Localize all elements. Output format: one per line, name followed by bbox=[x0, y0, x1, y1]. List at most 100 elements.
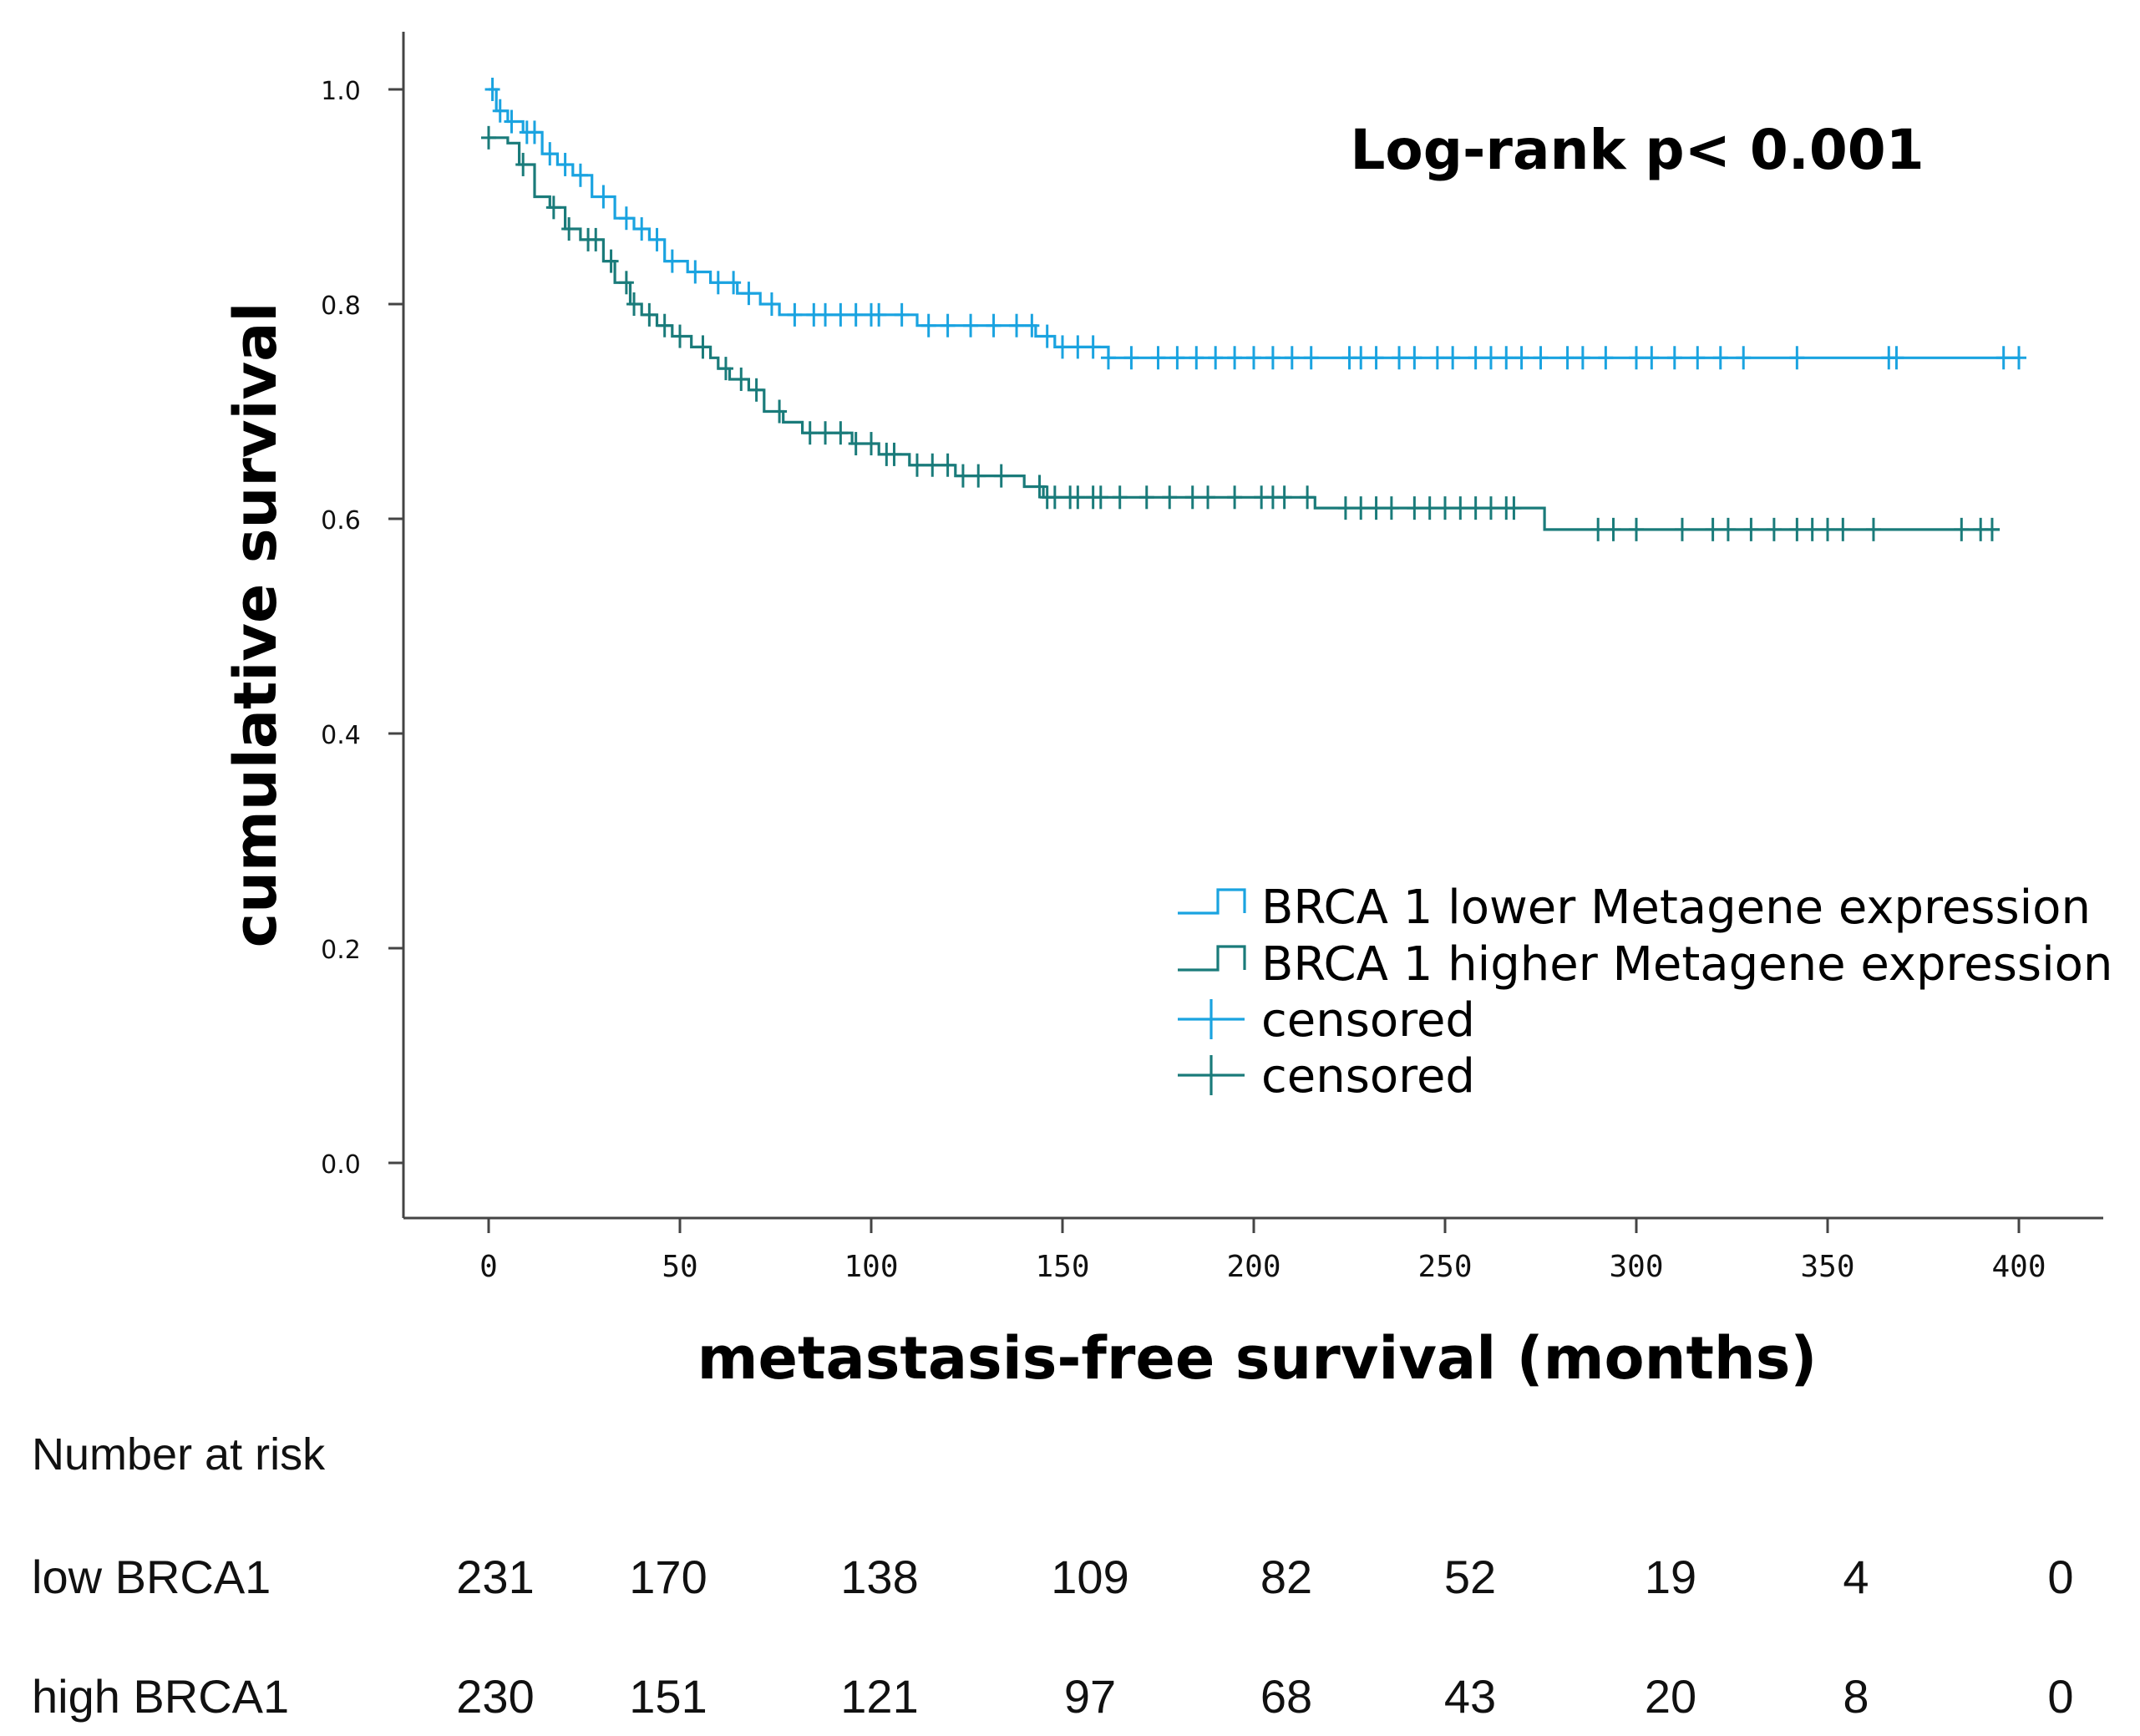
censor-mark bbox=[1499, 346, 1514, 370]
censor-mark bbox=[1483, 496, 1499, 520]
censor-mark bbox=[833, 421, 849, 445]
censor-mark bbox=[1093, 485, 1108, 510]
legend-censored-label: censored bbox=[1261, 1049, 1475, 1104]
censor-mark bbox=[1533, 346, 1549, 370]
risk-value: 4 bbox=[1843, 1551, 1869, 1603]
censor-mark bbox=[763, 292, 779, 316]
censor-mark bbox=[1009, 313, 1025, 338]
censor-mark bbox=[557, 152, 573, 176]
censor-mark bbox=[1300, 485, 1316, 510]
censor-mark bbox=[940, 313, 956, 338]
censor-mark bbox=[1138, 485, 1154, 510]
censor-mark bbox=[1789, 517, 1805, 541]
censor-mark bbox=[1453, 496, 1468, 520]
censor-mark bbox=[1276, 485, 1292, 510]
censor-mark bbox=[588, 227, 604, 251]
y-tick-label: 1.0 bbox=[321, 77, 361, 106]
censor-mark bbox=[672, 324, 687, 348]
censor-mark bbox=[1559, 346, 1575, 370]
censor-mark bbox=[1438, 496, 1453, 520]
x-tick-label: 400 bbox=[1991, 1250, 2046, 1284]
censor-mark bbox=[1514, 346, 1529, 370]
y-axis-label: cumulative survival bbox=[221, 302, 290, 948]
y-tick-label: 0.2 bbox=[321, 936, 361, 965]
censor-mark bbox=[1392, 346, 1407, 370]
censor-mark bbox=[1039, 324, 1055, 348]
risk-value: 52 bbox=[1443, 1551, 1497, 1603]
censor-mark bbox=[1246, 346, 1261, 370]
censor-mark bbox=[787, 302, 803, 327]
censor-mark bbox=[1085, 335, 1101, 359]
censor-mark bbox=[1407, 346, 1422, 370]
risk-row-label: low BRCA1 bbox=[32, 1551, 271, 1603]
censor-mark bbox=[772, 399, 788, 424]
censor-mark bbox=[710, 271, 726, 295]
risk-value: 121 bbox=[840, 1670, 919, 1723]
x-axis-label: metastasis-free survival (months) bbox=[697, 1324, 1818, 1393]
censor-mark bbox=[1123, 346, 1139, 370]
censor-mark bbox=[649, 227, 665, 251]
risk-value: 8 bbox=[1843, 1670, 1869, 1723]
censor-mark bbox=[1162, 485, 1178, 510]
censor-mark bbox=[1368, 346, 1384, 370]
censor-mark bbox=[1055, 335, 1070, 359]
censor-mark bbox=[1598, 346, 1614, 370]
censor-mark bbox=[963, 313, 979, 338]
censor-mark bbox=[1150, 346, 1166, 370]
risk-value: 0 bbox=[2047, 1551, 2074, 1603]
censor-mark bbox=[886, 442, 902, 466]
censor-mark bbox=[971, 464, 986, 488]
censor-mark bbox=[1032, 475, 1047, 499]
censor-mark bbox=[1590, 517, 1606, 541]
censor-mark bbox=[1100, 346, 1116, 370]
censor-mark bbox=[1070, 335, 1086, 359]
censor-mark bbox=[1429, 346, 1445, 370]
censor-mark bbox=[1070, 485, 1086, 510]
risk-row-label: high BRCA1 bbox=[32, 1670, 290, 1723]
censor-mark bbox=[1984, 517, 2000, 541]
censor-mark bbox=[542, 142, 558, 166]
censor-mark bbox=[687, 260, 703, 284]
survival-curve-high bbox=[489, 136, 2001, 531]
censor-mark bbox=[626, 292, 642, 316]
censor-mark bbox=[1804, 517, 1820, 541]
censor-mark bbox=[726, 271, 742, 295]
censor-mark bbox=[1644, 346, 1660, 370]
censor-mark bbox=[1766, 517, 1782, 541]
censor-mark bbox=[492, 99, 508, 123]
censor-mark bbox=[848, 432, 864, 456]
censor-mark bbox=[1690, 346, 1706, 370]
censor-mark bbox=[1468, 496, 1483, 520]
risk-table-title: Number at risk bbox=[32, 1429, 326, 1480]
x-tick-label: 100 bbox=[844, 1250, 898, 1284]
censor-mark bbox=[818, 421, 834, 445]
censor-mark bbox=[1112, 485, 1128, 510]
censor-mark bbox=[848, 302, 864, 327]
x-tick-label: 200 bbox=[1226, 1250, 1280, 1284]
risk-value: 97 bbox=[1063, 1670, 1117, 1723]
risk-value: 230 bbox=[456, 1670, 535, 1723]
censor-mark bbox=[1743, 517, 1759, 541]
censor-mark bbox=[818, 302, 834, 327]
censor-mark bbox=[2011, 346, 2026, 370]
censor-mark bbox=[1227, 485, 1243, 510]
censor-mark bbox=[664, 249, 680, 273]
censor-mark bbox=[596, 185, 611, 209]
risk-value: 0 bbox=[2047, 1670, 2074, 1723]
censor-mark bbox=[1383, 496, 1399, 520]
x-tick-label: 150 bbox=[1035, 1250, 1089, 1284]
censor-mark bbox=[526, 120, 542, 145]
censor-mark bbox=[894, 302, 910, 327]
risk-value: 170 bbox=[629, 1551, 707, 1603]
censor-mark bbox=[1284, 346, 1300, 370]
censor-mark bbox=[545, 195, 561, 220]
censor-mark bbox=[618, 206, 634, 231]
censor-mark bbox=[1674, 517, 1690, 541]
censor-mark bbox=[1736, 346, 1752, 370]
risk-row-low: low BRCA1 231 170 138 109 82 52 19 4 0 bbox=[0, 1550, 2140, 1617]
censor-mark bbox=[802, 421, 818, 445]
censor-mark bbox=[1265, 346, 1280, 370]
censor-mark bbox=[1407, 496, 1422, 520]
censor-mark bbox=[1705, 517, 1721, 541]
